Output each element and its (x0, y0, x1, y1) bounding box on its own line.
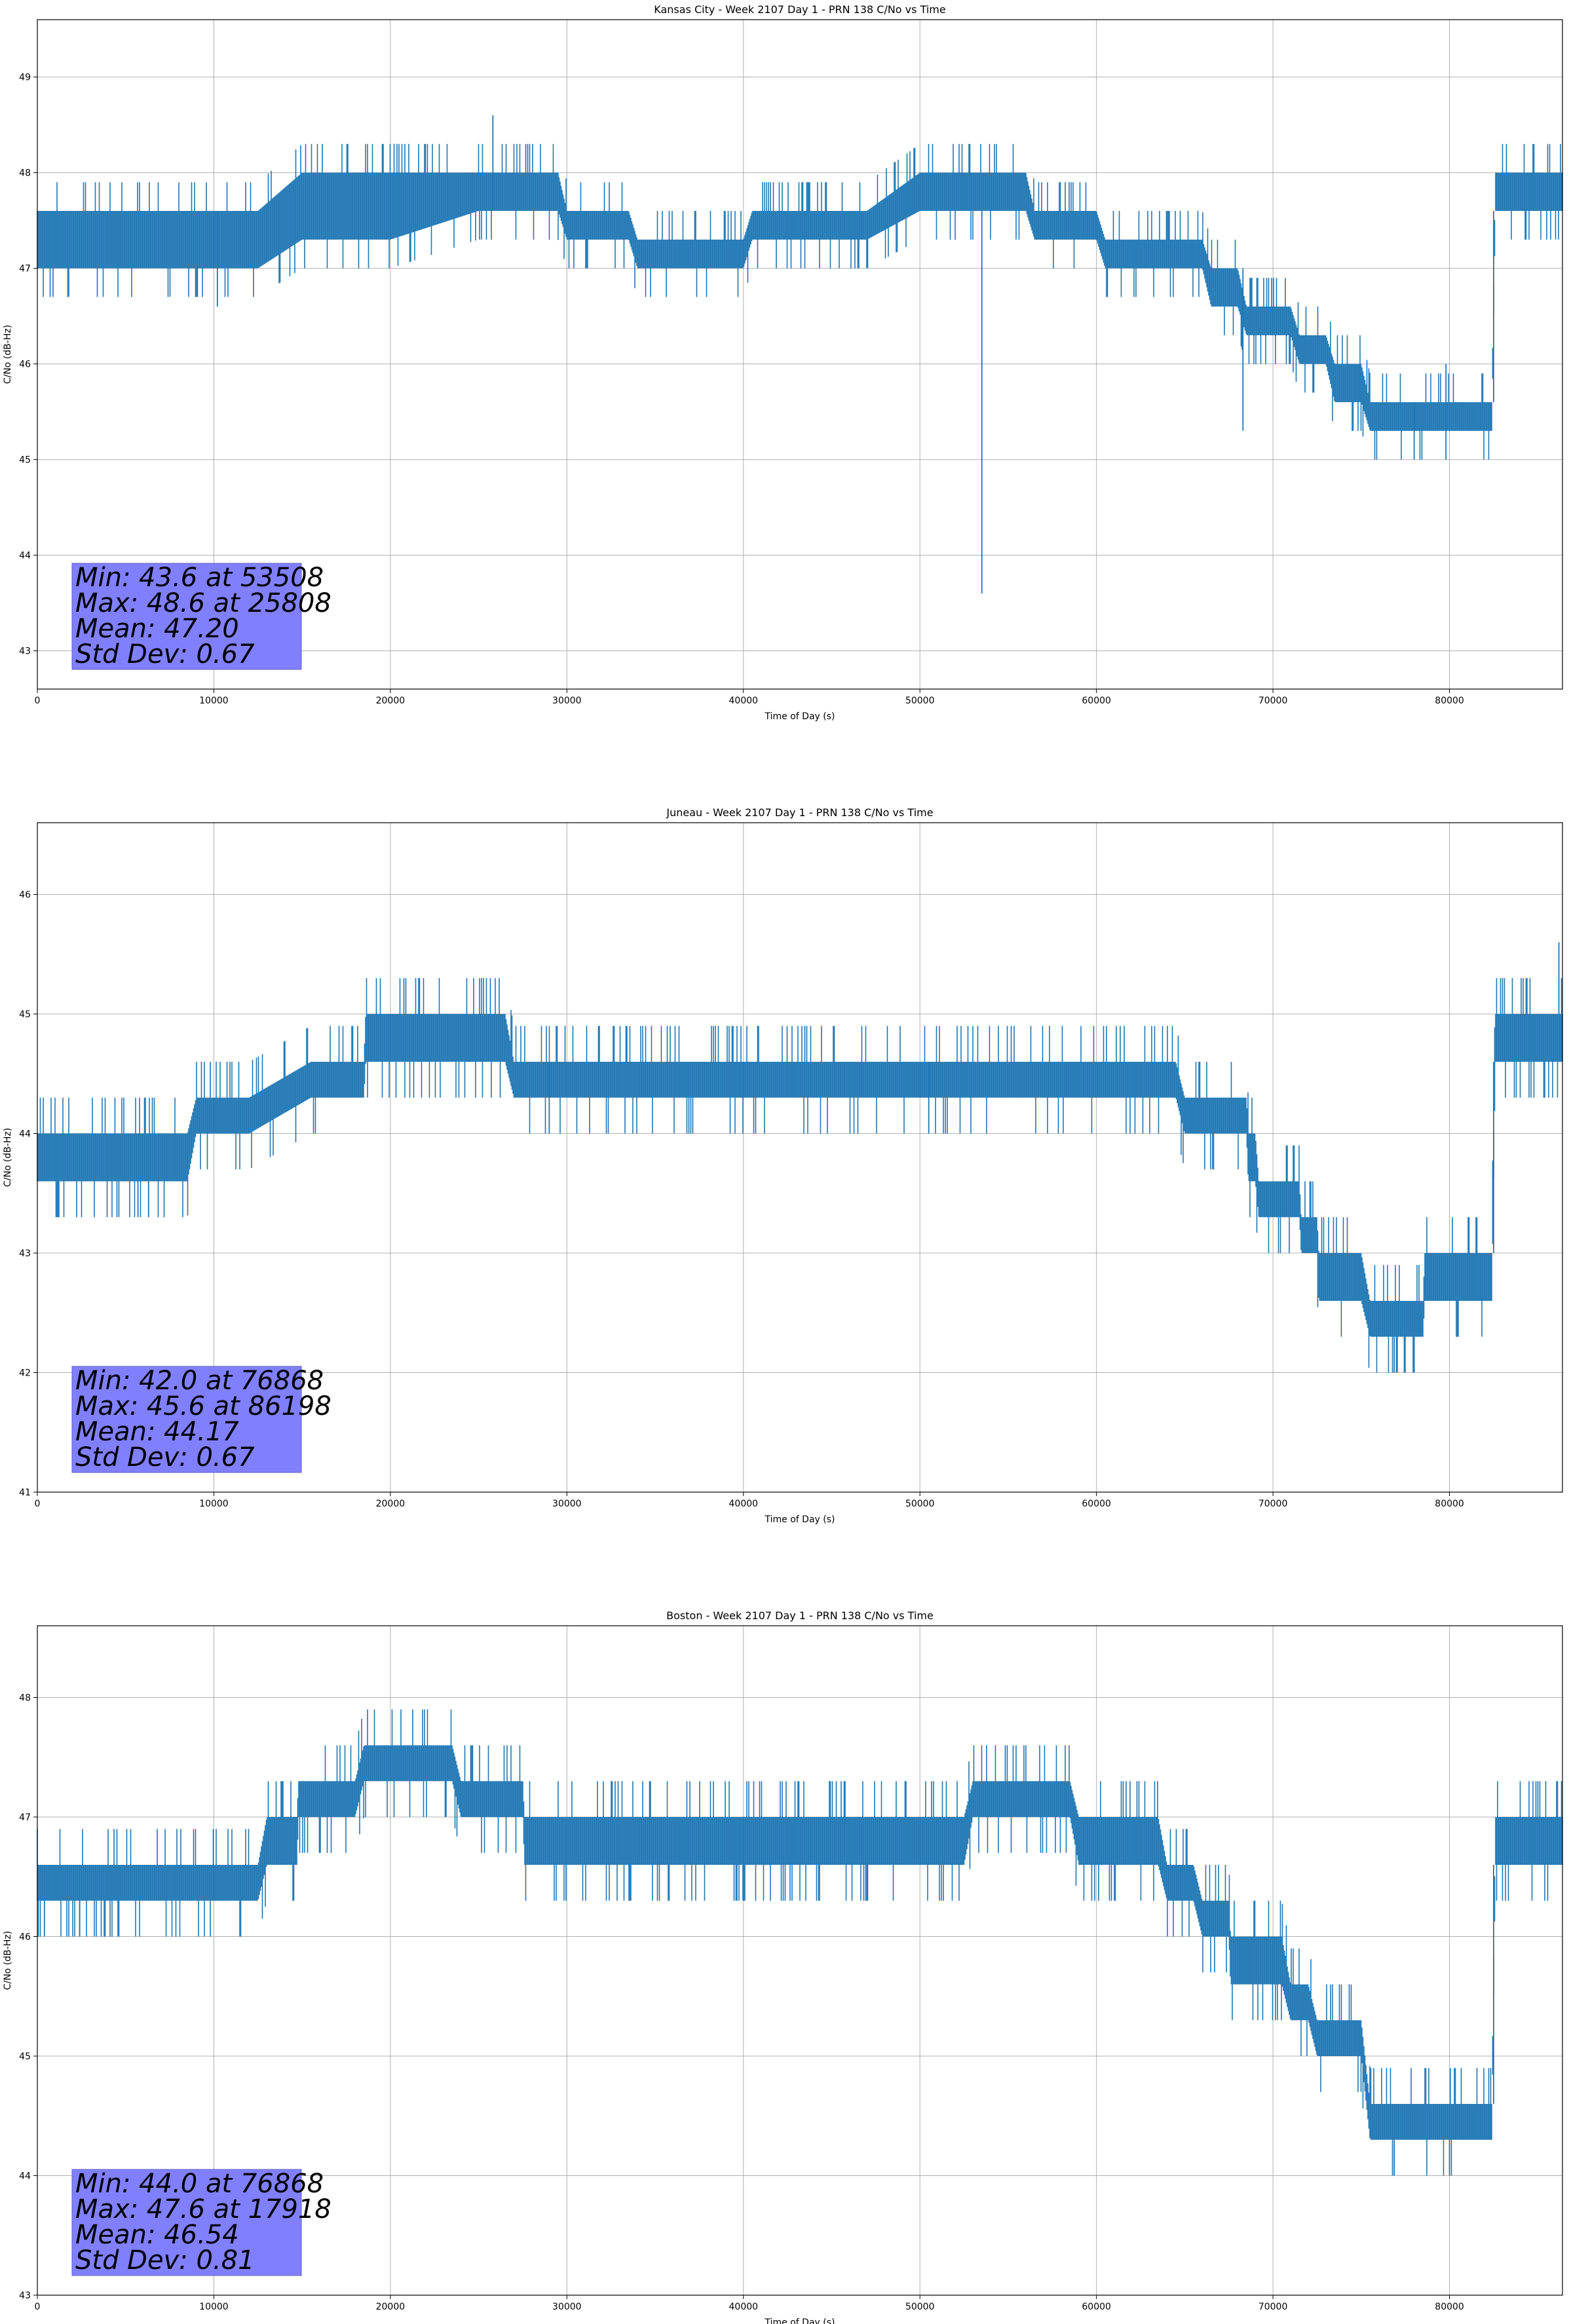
y-tick-label: 43 (19, 2291, 31, 2301)
stats-line: Std Dev: 0.81 (75, 2245, 255, 2276)
stats-line: Min: 43.6 at 53508 (75, 563, 324, 593)
x-tick-label: 70000 (1258, 696, 1288, 706)
chart-panel-2: Juneau - Week 2107 Day 1 - PRN 138 C/No … (3, 806, 1563, 1525)
cno-series (37, 1709, 1563, 2176)
x-axis-label: Time of Day (s) (765, 711, 835, 722)
y-tick-label: 47 (19, 264, 31, 274)
plot-frame (37, 19, 1563, 690)
stats-line: Max: 47.6 at 17918 (75, 2194, 331, 2224)
x-tick-label: 30000 (552, 696, 582, 706)
x-tick-label: 20000 (376, 2302, 406, 2312)
y-tick-label: 43 (19, 1248, 31, 1259)
plot-frame (37, 822, 1563, 1493)
x-tick-label: 50000 (905, 1499, 935, 1509)
x-tick-label: 40000 (729, 1499, 759, 1509)
y-tick-label: 46 (19, 1932, 31, 1943)
y-tick-label: 49 (19, 73, 31, 83)
x-tick-label: 0 (35, 696, 41, 706)
x-tick-label: 70000 (1258, 2302, 1288, 2312)
y-tick-label: 45 (19, 1009, 31, 1020)
x-tick-label: 80000 (1435, 1499, 1464, 1509)
y-tick-label: 46 (19, 890, 31, 901)
stats-line: Min: 42.0 at 76868 (75, 1366, 324, 1396)
y-tick-label: 44 (19, 1129, 31, 1140)
y-tick-label: 44 (19, 551, 31, 561)
stats-line: Mean: 44.17 (75, 1417, 239, 1447)
y-tick-label: 47 (19, 1812, 31, 1823)
chart-title: Boston - Week 2107 Day 1 - PRN 138 C/No … (666, 1609, 934, 1622)
y-tick-label: 46 (19, 360, 31, 370)
y-tick-label: 43 (19, 647, 31, 657)
y-tick-label: 48 (19, 168, 31, 179)
x-tick-label: 0 (35, 1499, 41, 1509)
chart-panel-1: Kansas City - Week 2107 Day 1 - PRN 138 … (3, 3, 1563, 722)
cno-series (37, 115, 1563, 593)
stats-box (71, 1366, 302, 1473)
stats-line: Mean: 46.54 (75, 2220, 239, 2250)
chart-title: Kansas City - Week 2107 Day 1 - PRN 138 … (654, 3, 945, 16)
x-tick-label: 0 (35, 2302, 41, 2312)
chart-panel-3: Boston - Week 2107 Day 1 - PRN 138 C/No … (3, 1609, 1563, 2324)
x-tick-label: 60000 (1082, 696, 1111, 706)
x-tick-label: 40000 (729, 2302, 759, 2312)
y-tick-label: 41 (19, 1488, 31, 1498)
stats-line: Min: 44.0 at 76868 (75, 2169, 324, 2199)
x-tick-label: 80000 (1435, 2302, 1464, 2312)
y-axis-label: C/No (dB-Hz) (3, 1128, 13, 1187)
stats-box (71, 563, 302, 670)
x-tick-label: 80000 (1435, 696, 1464, 706)
y-tick-label: 45 (19, 455, 31, 466)
x-tick-label: 10000 (199, 696, 229, 706)
x-tick-label: 60000 (1082, 1499, 1111, 1509)
x-tick-label: 20000 (376, 1499, 406, 1509)
plot-frame (37, 1625, 1563, 2296)
x-tick-label: 70000 (1258, 1499, 1288, 1509)
x-tick-label: 10000 (199, 1499, 229, 1509)
y-tick-label: 45 (19, 2052, 31, 2062)
x-tick-label: 30000 (552, 1499, 582, 1509)
y-axis-label: C/No (dB-Hz) (3, 1931, 13, 1990)
stats-box (71, 2169, 302, 2276)
x-tick-label: 50000 (905, 696, 935, 706)
cno-series (37, 942, 1563, 1373)
stats-line: Max: 45.6 at 86198 (75, 1391, 331, 1421)
x-tick-label: 60000 (1082, 2302, 1111, 2312)
stats-line: Max: 48.6 at 25808 (75, 588, 331, 618)
stats-line: Mean: 47.20 (75, 614, 239, 644)
stats-line: Std Dev: 0.67 (75, 1442, 255, 1472)
x-tick-label: 20000 (376, 696, 406, 706)
chart-title: Juneau - Week 2107 Day 1 - PRN 138 C/No … (666, 806, 933, 819)
x-tick-label: 30000 (552, 2302, 582, 2312)
x-axis-label: Time of Day (s) (765, 1514, 835, 1525)
x-tick-label: 10000 (199, 2302, 229, 2312)
x-tick-label: 50000 (905, 2302, 935, 2312)
y-tick-label: 42 (19, 1368, 31, 1379)
x-tick-label: 40000 (729, 696, 759, 706)
x-axis-label: Time of Day (s) (765, 2317, 835, 2324)
y-axis-label: C/No (dB-Hz) (3, 325, 13, 384)
stats-line: Std Dev: 0.67 (75, 639, 255, 669)
y-tick-label: 48 (19, 1693, 31, 1704)
y-tick-label: 44 (19, 2171, 31, 2182)
